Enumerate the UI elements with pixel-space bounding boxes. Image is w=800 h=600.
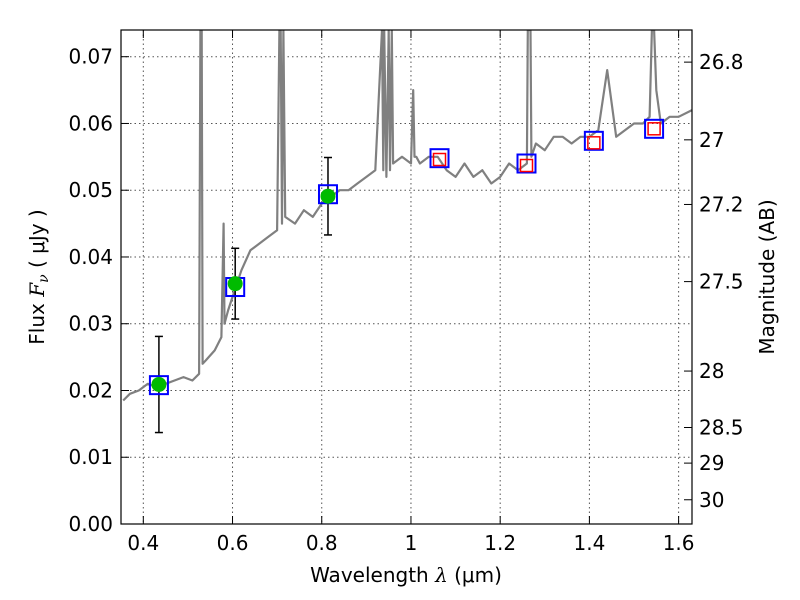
upper-limit-marker [519,158,534,173]
model-photometry-marker [644,118,665,139]
x-axis-label: Wavelength λ (μm) [310,563,502,587]
x-tick-label: 1 [405,531,418,555]
upper-limit-marker [587,136,601,150]
y-tick-label: 0.04 [68,245,113,269]
y2-axis-label: Magnitude (AB) [755,199,779,354]
y2-tick-label: 29 [699,451,724,475]
x-tick-label: 1.4 [573,531,605,555]
observed-photometry-point [227,276,243,292]
grid [121,30,692,524]
y2-tick-label: 27.5 [699,270,744,294]
plot-frame [120,29,693,525]
upper-limit-marker [647,122,661,136]
x-tick-label: 0.4 [127,531,159,555]
y-tick-label: 0.07 [68,45,113,69]
model-photometry-marker [583,130,604,151]
series-group [122,30,692,434]
model-photometry-marker [516,153,537,174]
y-tick-label: 0.05 [68,178,113,202]
observed-photometry-point [151,376,167,392]
y2-tick-label: 27.2 [699,192,744,216]
y2-tick-label: 26.8 [699,50,744,74]
x-tick-label: 1.6 [663,531,695,555]
y-tick-label: 0.06 [68,111,113,135]
y2-tick-label: 27 [699,128,724,152]
ticks: 0.4 0.6 0.8 1 1.2 1.4 1.6 0.00 0.01 0.02 0.03 0.04 0… [68,30,744,555]
model-photometry-marker [429,148,450,169]
y2-tick-label: 28.5 [699,416,744,440]
y-tick-label: 0.00 [68,512,113,536]
y-tick-label: 0.03 [68,312,113,336]
y-tick-label: 0.02 [68,378,113,402]
x-tick-label: 0.6 [217,531,249,555]
x-tick-label: 1.2 [484,531,516,555]
y2-tick-label: 28 [699,359,724,383]
model-photometry-marker [148,375,169,396]
observed-photometry-point [320,188,336,204]
upper-limit-marker [432,152,447,167]
y-tick-label: 0.01 [68,445,113,469]
y2-tick-label: 30 [699,488,724,512]
x-tick-label: 0.8 [306,531,338,555]
spectrum-line [122,30,692,402]
y-axis-label: Flux Fν ( μJy ) [25,209,52,344]
